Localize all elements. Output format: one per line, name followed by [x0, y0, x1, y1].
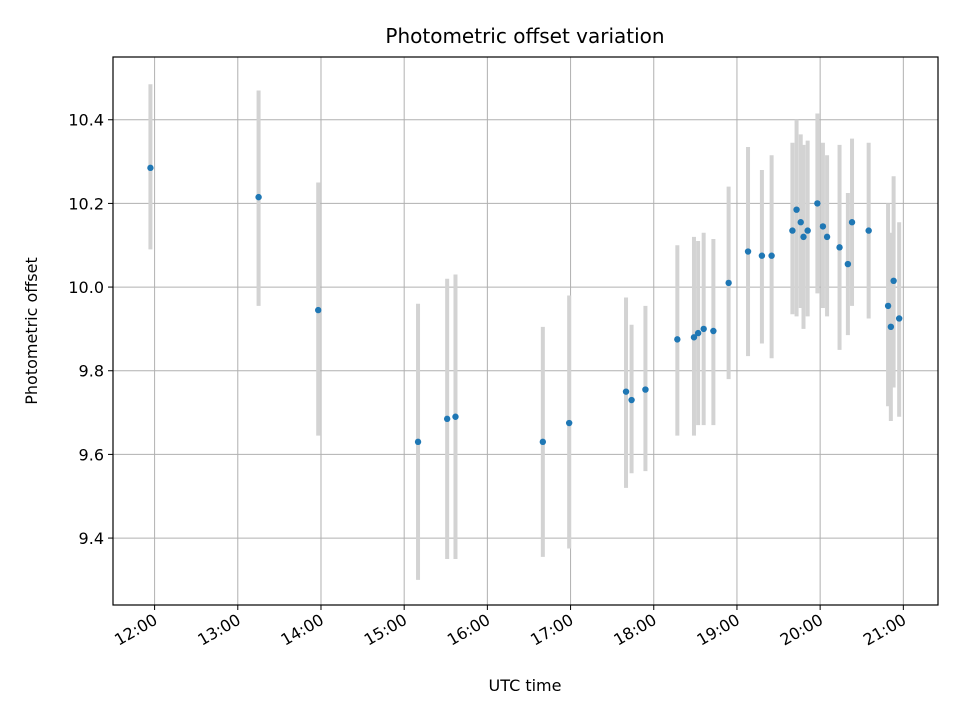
- data-point: [887, 323, 895, 331]
- data-point: [814, 200, 821, 207]
- y-axis-ticks: 9.4 9.6 9.8 10.0 10.2 10.4: [68, 111, 113, 548]
- x-tick-label: 14:00: [278, 610, 327, 650]
- data-point: [744, 248, 752, 255]
- data-point: [452, 413, 459, 420]
- data-point: [690, 334, 698, 341]
- data-point: [628, 396, 635, 404]
- data-point: [539, 438, 547, 446]
- data-point: [565, 419, 573, 427]
- data-point: [800, 233, 807, 241]
- x-axis-ticks: 12:00 13:00 14:00 15:00 16:00 17:00 18:00 19:00…: [111, 605, 909, 650]
- y-tick-label: 10.0: [68, 278, 104, 297]
- data-point: [758, 252, 766, 259]
- grid-layer: [113, 57, 938, 605]
- y-axis-label: Photometric offset: [22, 257, 41, 405]
- data-point: [710, 327, 717, 335]
- x-tick-label: 20:00: [777, 610, 826, 650]
- chart-title: Photometric offset variation: [385, 24, 664, 48]
- y-tick-label: 10.2: [68, 194, 104, 213]
- errorbar-layer: [148, 84, 902, 580]
- x-axis-label: UTC time: [489, 676, 562, 695]
- data-point: [700, 325, 707, 333]
- data-point: [804, 227, 811, 234]
- data-point: [642, 386, 649, 393]
- data-point: [622, 388, 630, 395]
- data-point: [823, 233, 831, 241]
- data-point: [147, 164, 154, 172]
- data-point: [694, 329, 702, 337]
- y-tick-label: 10.4: [68, 111, 104, 130]
- x-tick-label: 16:00: [444, 610, 493, 650]
- y-tick-label: 9.4: [79, 529, 104, 548]
- data-point: [819, 223, 827, 230]
- data-point: [895, 315, 903, 322]
- data-point: [443, 415, 451, 423]
- y-tick-label: 9.6: [79, 445, 104, 464]
- x-tick-label: 21:00: [860, 610, 909, 650]
- x-tick-label: 17:00: [527, 610, 576, 650]
- data-point: [789, 227, 796, 234]
- data-point: [884, 302, 892, 310]
- data-point: [414, 438, 422, 446]
- data-point: [836, 244, 843, 251]
- x-tick-label: 19:00: [694, 610, 743, 650]
- data-point: [255, 193, 262, 201]
- data-point: [848, 219, 856, 226]
- x-tick-label: 12:00: [111, 610, 160, 650]
- data-point: [865, 227, 872, 234]
- x-tick-label: 15:00: [361, 610, 410, 650]
- y-tick-label: 9.8: [79, 362, 104, 381]
- data-point: [793, 206, 800, 213]
- plot-area-frame: [112, 56, 939, 606]
- point-layer: [147, 164, 903, 446]
- data-point: [890, 277, 897, 285]
- data-point: [844, 260, 852, 268]
- data-point: [315, 306, 322, 314]
- x-tick-label: 18:00: [610, 610, 659, 650]
- x-tick-label: 13:00: [194, 610, 243, 650]
- data-point: [725, 279, 732, 287]
- data-point: [797, 219, 804, 226]
- data-point: [768, 252, 775, 259]
- data-point: [674, 336, 681, 343]
